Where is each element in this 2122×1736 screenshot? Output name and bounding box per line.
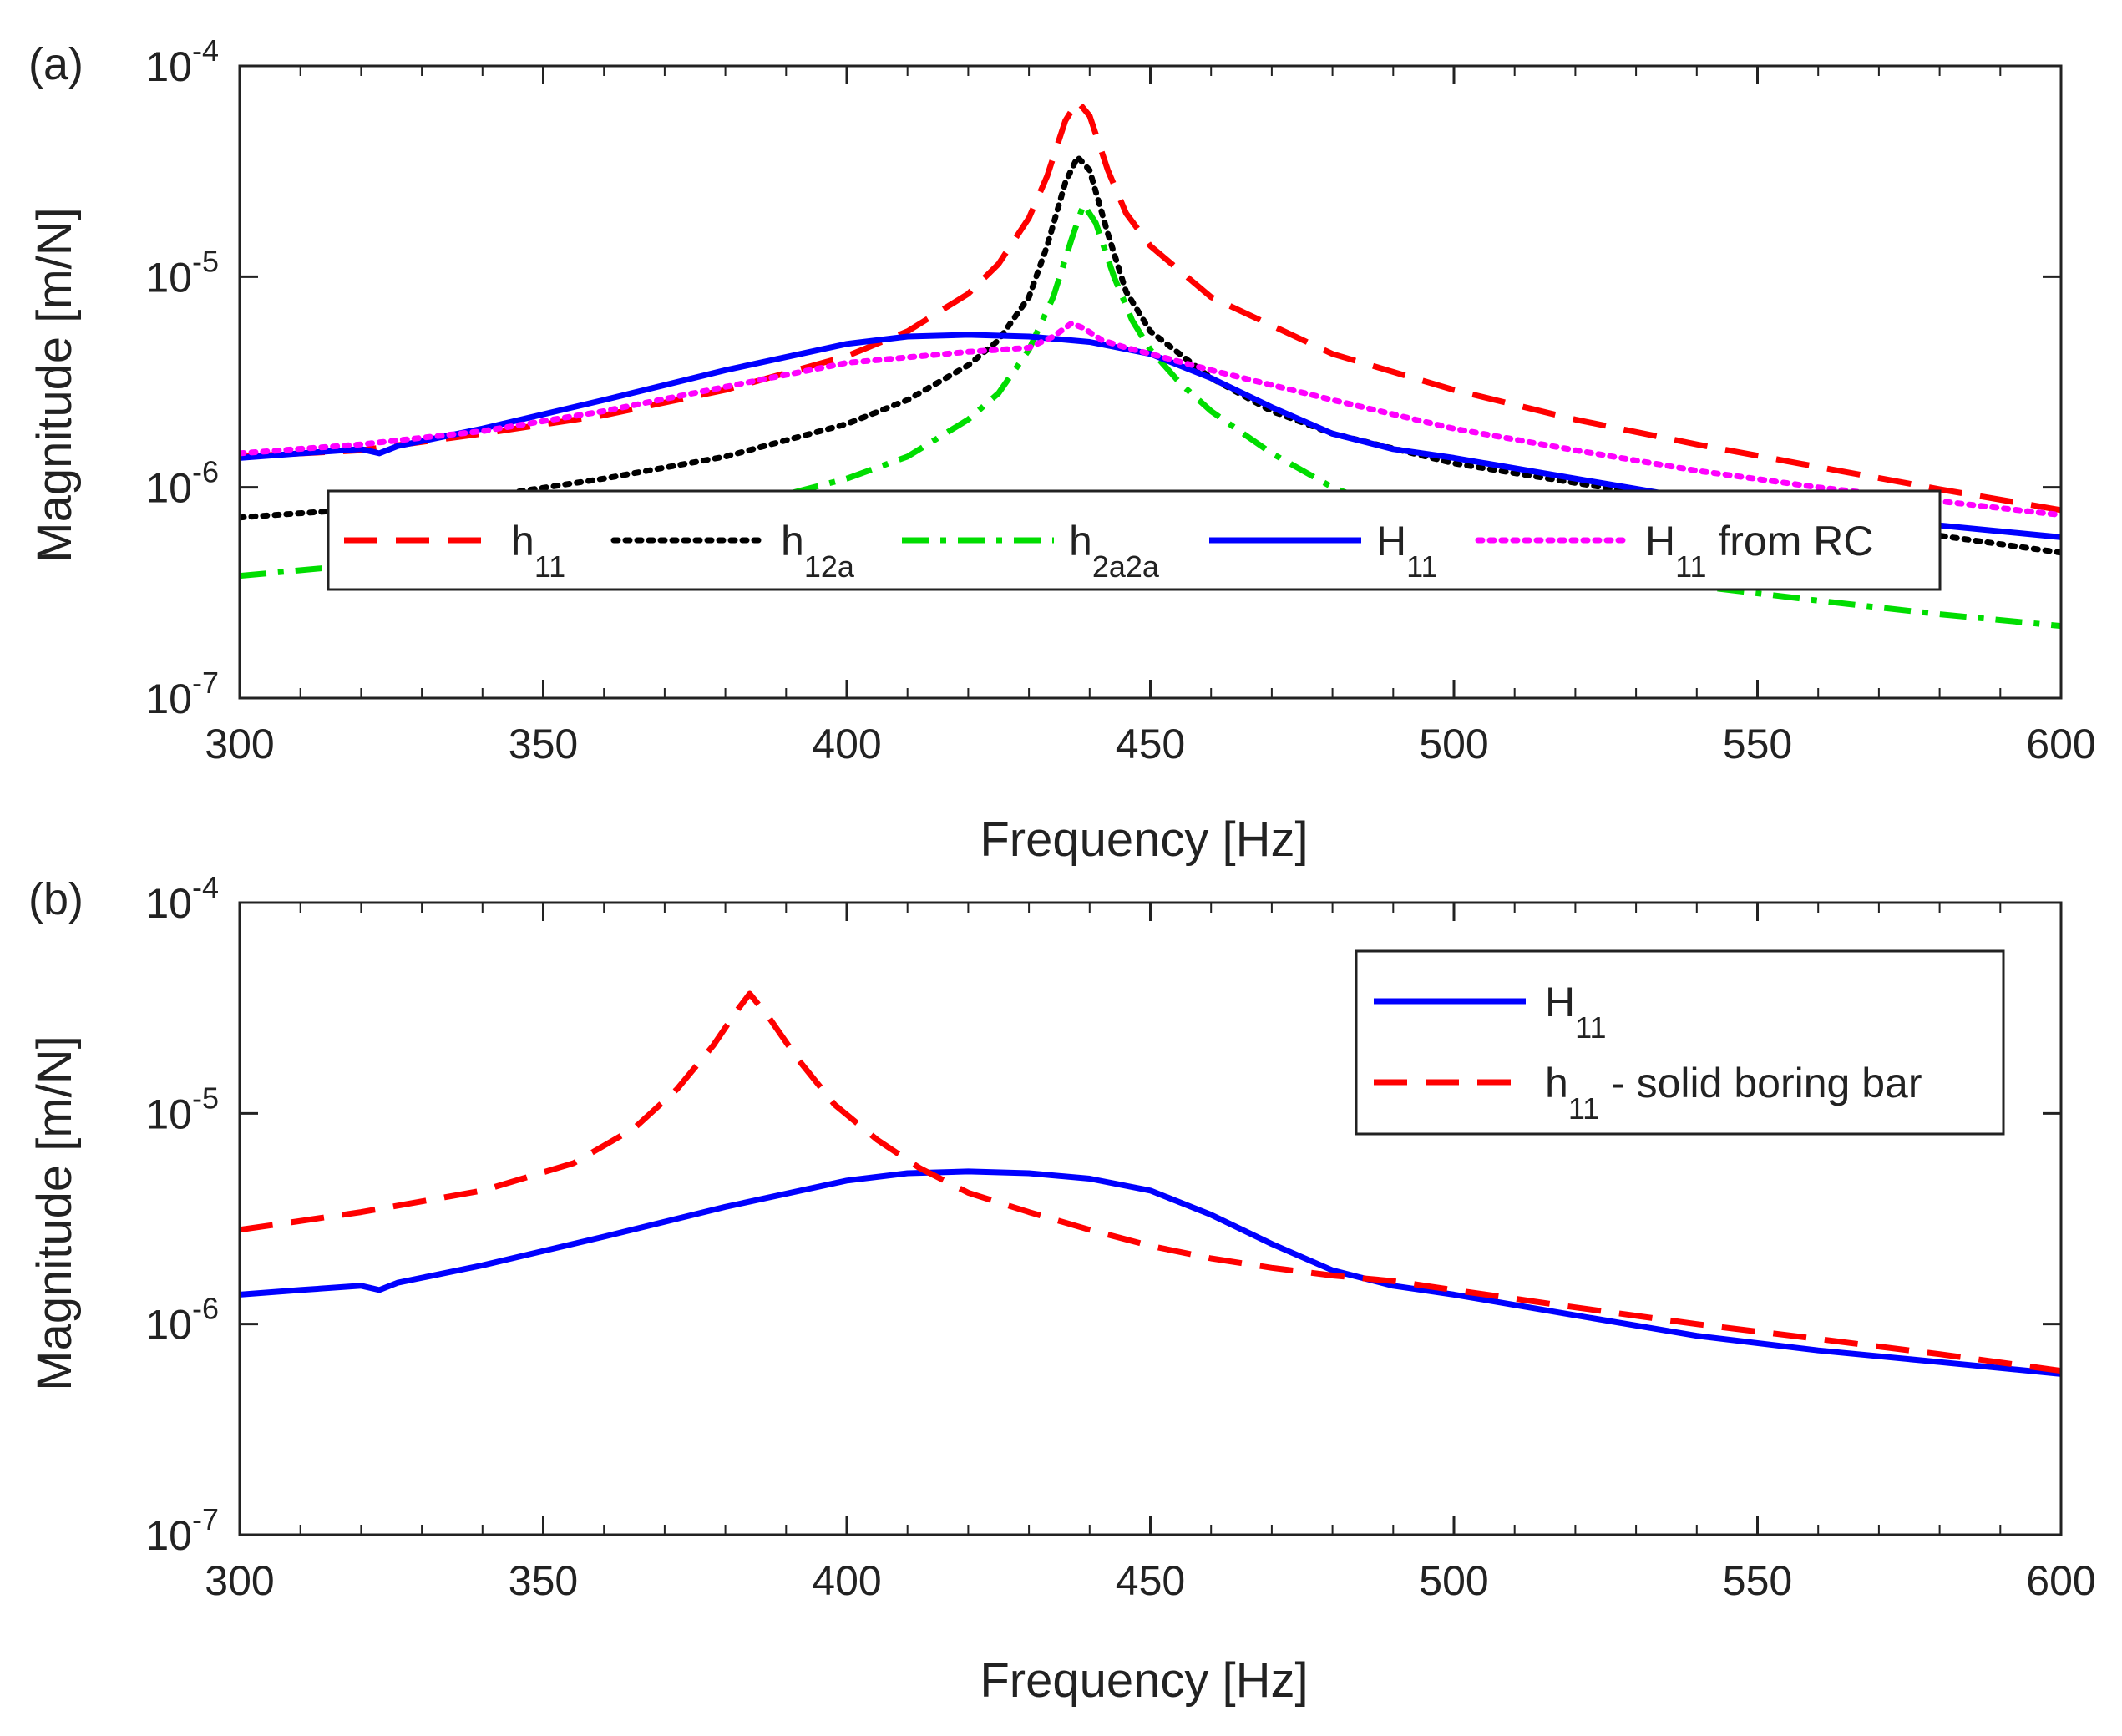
panel-b-x-tick-label: 350 [509,1557,578,1604]
panel-b-y-tick-label: 10-6 [145,1292,219,1349]
panel-b-x-tick-label: 300 [205,1557,274,1604]
panel-a-series-line-h2a2a [240,201,2061,630]
panel-a-legend-box [327,489,1942,591]
panel-a-x-tick-label: 350 [509,721,578,767]
panel-a-x-tick-label: 550 [1723,721,1792,767]
panel-a-legend-label: h11 [511,518,565,584]
panel-a-x-tick-label: 400 [812,721,881,767]
panel-a-legend: h11 h12a h2a2a H11 H11 from RC [327,489,1942,591]
panel-b-y-tick-label: 10-7 [145,1502,219,1559]
panel-a-legend-label: h2a2a [1069,518,1160,584]
panel-b-series [240,990,2061,1377]
panel-b-legend-label: H11 [1545,979,1606,1045]
panel-a-label: (a) [28,39,84,89]
panel-a-series-line-h11 [240,98,2061,514]
panel-b-x-tick-label: 400 [812,1557,881,1604]
panel-a-series-line-h11 [240,332,2061,540]
panel-b-series-line-h11 [240,1168,2061,1377]
panel-b-series-line-h11-solid-boring-bar [240,990,2061,1374]
panel-b-x-axis-label: Frequency [Hz] [980,1653,1308,1708]
panel-b-x-tick-label: 550 [1723,1557,1792,1604]
panel-b-y-tick-label: 10-5 [145,1081,219,1137]
panel-a-y-tick-label: 10-7 [145,666,219,722]
panel-b-y-axis-label: Magnitude [m/N] [28,1035,82,1391]
panel-a-y-tick-label: 10-5 [145,244,219,301]
panel-b-y-tick-label: 10-4 [145,870,219,927]
panel-b-legend: H11 h11 - solid boring bar [1355,949,2005,1136]
panel-a-y-tick-label: 10-4 [145,33,219,90]
panel-b-ticks: 300 350 400 450 500 550 600 10-7 10-6 10-5 10-4 [145,870,2095,1604]
panel-a-ticks: 300 350 400 450 500 550 600 10-7 10-6 10-5 10-4 [145,33,2095,767]
panel-a-x-tick-label: 450 [1116,721,1185,767]
panel-a-y-tick-label: 10-6 [145,455,219,512]
panel-a-y-axis-label: Magnitude [m/N] [28,207,82,563]
panel-a-x-axis-label: Frequency [Hz] [980,812,1308,867]
panel-b-label: (b) [28,874,84,924]
panel-a-x-tick-label: 300 [205,721,274,767]
panel-a-legend-label: h12a [781,518,855,584]
panel-a-series-line-h11-from-rc [240,320,2061,519]
panel-a-series-line-h12a [240,154,2061,556]
panel-a-x-tick-label: 500 [1419,721,1488,767]
panel-b-legend-label: h11 - solid boring bar [1545,1060,1922,1126]
panel-b-x-tick-label: 600 [2026,1557,2095,1604]
panel-a-legend-label: H11 [1376,518,1437,584]
panel-a: (a) 300 350 400 450 500 550 600 10-7 10-6 10-5 10-… [28,33,2096,867]
panel-b: (b) 300 350 400 450 500 550 600 10-7 10-6 10-5 10-… [28,870,2096,1708]
panel-a-series [240,98,2061,630]
panel-a-legend-label: H11 from RC [1645,518,1873,584]
panel-b-x-tick-label: 450 [1116,1557,1185,1604]
panel-b-x-tick-label: 500 [1419,1557,1488,1604]
panel-a-x-tick-label: 600 [2026,721,2095,767]
panel-b-legend-box [1355,949,2005,1136]
